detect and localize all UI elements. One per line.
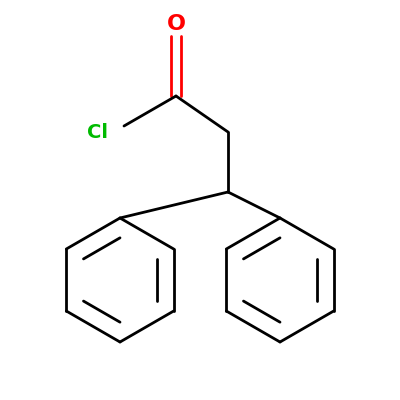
Text: O: O xyxy=(166,14,186,34)
Text: Cl: Cl xyxy=(87,122,108,142)
